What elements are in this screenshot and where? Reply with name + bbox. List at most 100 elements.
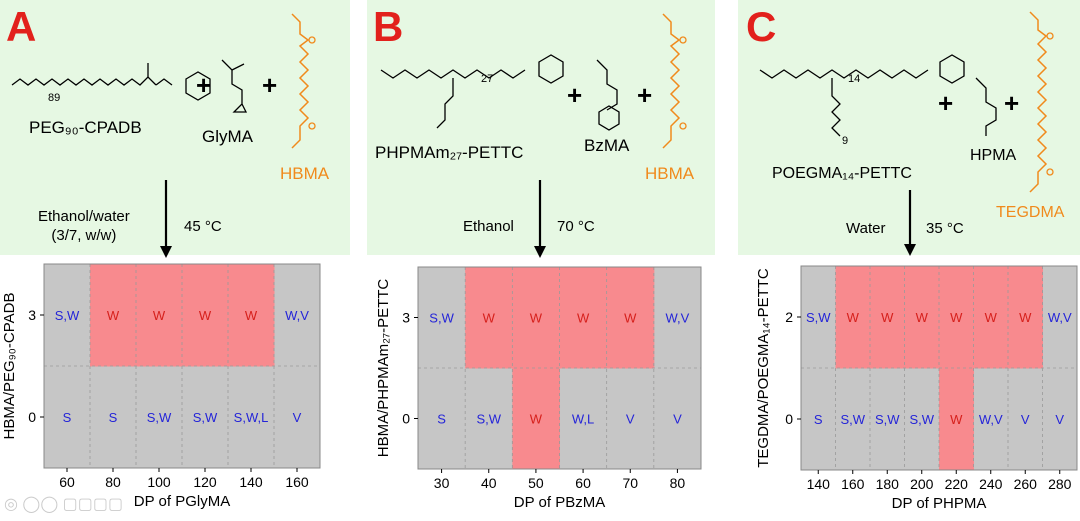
y-axis-title: HBMA/PEG₉₀-CPADB [1, 293, 18, 440]
scheme-background [0, 0, 350, 255]
highlight-cell [512, 368, 560, 470]
x-tick-label: 60 [575, 475, 591, 491]
repeat-label: 14 [848, 73, 860, 85]
macro-cta-structure: 27 [380, 54, 564, 129]
plot-frame [43, 263, 321, 469]
temperature-label: 45 °C [184, 218, 222, 235]
cell-label: W [950, 412, 963, 427]
reaction-arrow [904, 190, 916, 256]
panel-letter: C [746, 3, 777, 50]
cell-label: S,W [909, 412, 934, 427]
panel-letter: A [6, 3, 37, 50]
cell-label: W,V [1048, 310, 1072, 325]
repeat-label: 89 [48, 92, 60, 104]
cell-label: W [847, 310, 860, 325]
cell-label: S,W [55, 308, 80, 323]
y-tick-label: 2 [785, 309, 793, 325]
monomer-structure [221, 59, 248, 113]
x-axis-title: DP of PHPMA [892, 495, 987, 512]
monomer-label: GlyMA [202, 127, 253, 146]
x-tick-label: 120 [193, 474, 217, 490]
cell-label: W [530, 412, 543, 427]
macro-cta-label: PHPMAm₂₇-PETTC [375, 143, 524, 162]
cell-label: S,W [429, 311, 454, 326]
highlight-cell [512, 267, 560, 369]
y-axis-title: HBMA/PHPMAm₂₇-PETTC [375, 279, 392, 458]
macro-cta-label: PEG₉₀-CPADB [29, 118, 142, 137]
plus-sign: + [637, 80, 653, 110]
x-tick-label: 40 [481, 475, 497, 491]
side-chain-label: 9 [842, 135, 848, 147]
x-tick-label: 80 [670, 475, 686, 491]
crosslinker-label: HBMA [280, 164, 330, 183]
solvent-label: Ethanol/water (3/7, w/w) [38, 207, 130, 245]
monomer-structure [975, 77, 997, 136]
x-tick-label: 220 [945, 476, 969, 492]
temperature-label: 70 °C [557, 218, 595, 235]
highlight-cell [182, 264, 229, 367]
plot-frame [417, 266, 702, 470]
plus-sign: + [1004, 88, 1020, 118]
cell-label: W [985, 310, 998, 325]
plot-frame [800, 265, 1078, 471]
crosslinker-structure [662, 13, 687, 149]
y-tick-label: 3 [402, 310, 410, 326]
highlight-cell [939, 266, 974, 369]
x-tick-label: 200 [910, 476, 934, 492]
x-tick-label: 160 [285, 474, 309, 490]
highlight-cell [1008, 266, 1043, 369]
solvent-line-2: (3/7, w/w) [51, 227, 117, 244]
cell-label: W,L [572, 412, 594, 427]
highlight-cell [90, 264, 137, 367]
cell-label: V [293, 410, 302, 425]
x-tick-label: 50 [528, 475, 544, 491]
y-tick-label: 0 [785, 411, 793, 427]
panel-a: A 89 PEG₉₀-CPADB + GlyMA + HBMA Ethanol/… [0, 0, 350, 521]
crosslinker-label: TEGDMA [996, 204, 1065, 221]
cell-label: W [624, 311, 637, 326]
monomer-label: HPMA [970, 147, 1017, 164]
x-tick-label: 140 [807, 476, 831, 492]
cell-label: W [530, 311, 543, 326]
x-tick-label: 260 [1014, 476, 1038, 492]
cell-label: S,W [875, 412, 900, 427]
reaction-arrow [160, 180, 172, 258]
highlight-cell [228, 264, 275, 367]
x-tick-label: 140 [239, 474, 263, 490]
highlight-cell [939, 368, 974, 471]
plus-sign: + [567, 80, 583, 110]
y-axis-title: TEGDMA/POEGMA₁₄-PETTC [755, 268, 772, 468]
reaction-arrow [534, 180, 546, 258]
plus-sign: + [196, 70, 212, 100]
cell-label: S,W [840, 412, 865, 427]
x-tick-label: 180 [876, 476, 900, 492]
cell-label: S [63, 410, 72, 425]
cell-label: W [577, 311, 590, 326]
cell-label: S,W [147, 410, 172, 425]
highlight-cell [606, 267, 655, 369]
x-tick-label: 240 [979, 476, 1003, 492]
cell-label: W [483, 311, 496, 326]
monomer-structure [596, 59, 620, 131]
highlight-cell [870, 266, 905, 369]
highlight-cell [973, 266, 1009, 369]
x-tick-label: 160 [841, 476, 865, 492]
monomer-label: BzMA [584, 136, 630, 155]
crosslinker-label: HBMA [645, 164, 695, 183]
cell-label: W,V [979, 412, 1003, 427]
crosslinker-structure [1029, 11, 1054, 193]
cell-label: S [814, 412, 823, 427]
cell-label: W [1019, 310, 1032, 325]
repeat-label: 27 [481, 73, 493, 85]
cell-label: W,V [665, 311, 689, 326]
macro-cta-structure: 89 [11, 63, 211, 104]
cell-label: S,W [476, 412, 501, 427]
y-tick-label: 3 [28, 307, 36, 323]
cell-label: V [673, 412, 682, 427]
temperature-label: 35 °C [926, 220, 964, 237]
highlight-cell [465, 267, 513, 369]
cell-label: W [153, 308, 166, 323]
highlight-cell [835, 266, 871, 369]
cell-label: S [109, 410, 118, 425]
watermark-logo: ◎ ◯◯ ▢▢▢▢ [4, 496, 124, 513]
